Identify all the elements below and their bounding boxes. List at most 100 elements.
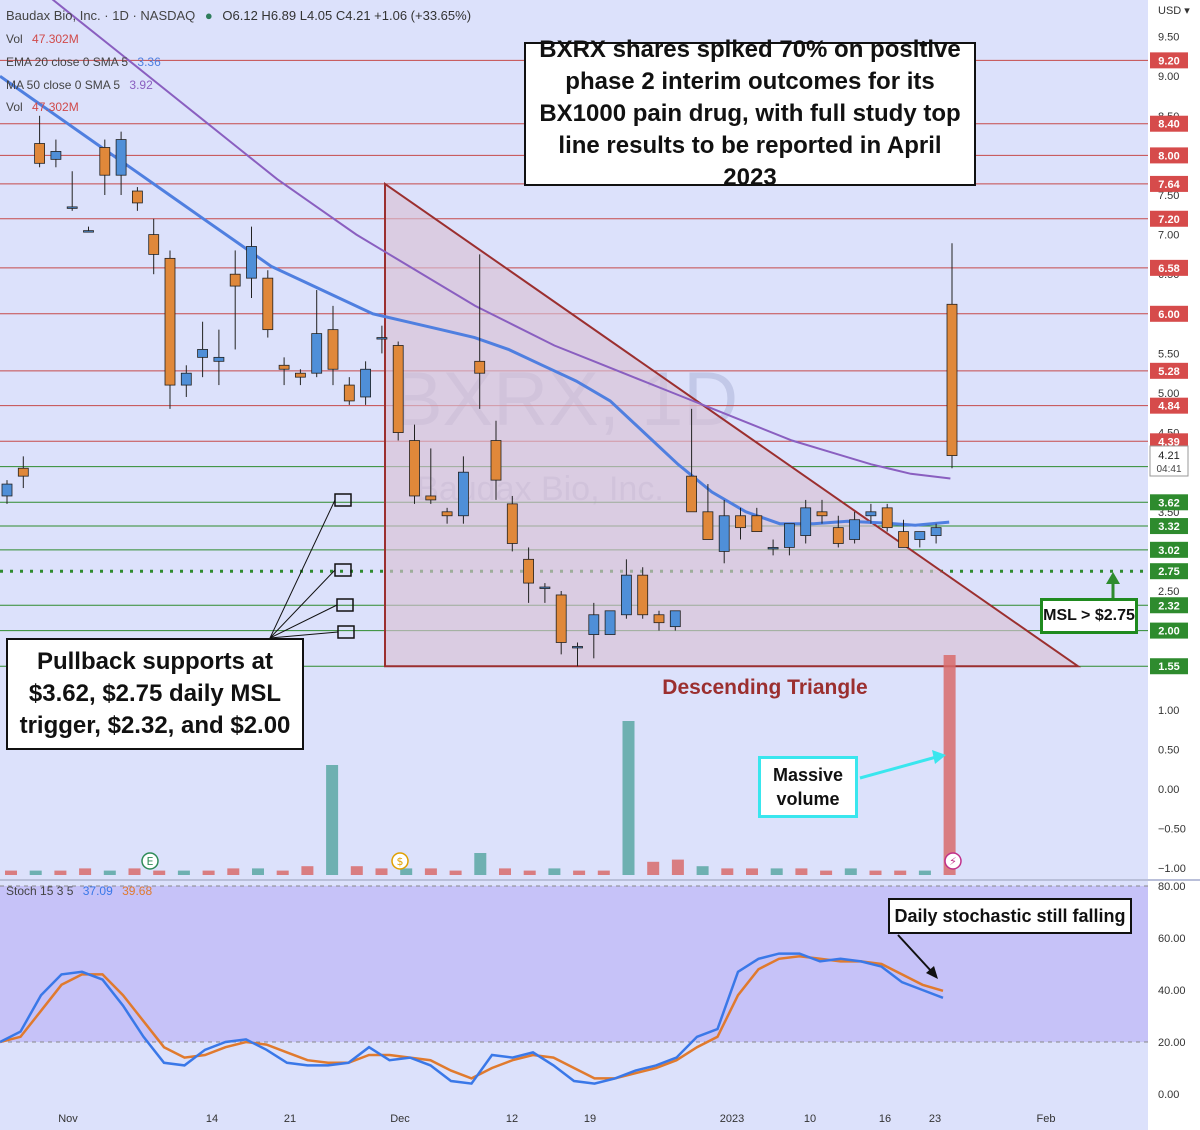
- price-tick-label: 5.00: [1158, 388, 1179, 400]
- volume-bar: [869, 870, 882, 875]
- candle-body: [849, 519, 860, 540]
- support-price-tag-bg: [1150, 658, 1188, 675]
- stoch-tick-label: 40.00: [1158, 985, 1186, 997]
- resistance-price-tag-bg: [1150, 210, 1188, 227]
- candle-body: [555, 594, 567, 643]
- price-tick-label: 1.00: [1158, 705, 1179, 717]
- resistance-price-tag: 7.64: [1158, 179, 1180, 191]
- resistance-price-tag-bg: [1150, 397, 1188, 414]
- stoch-d-line: [0, 954, 944, 1080]
- volume-bar: [375, 868, 388, 875]
- resistance-price-tag: 6.00: [1158, 309, 1179, 321]
- resistance-price-tag: 5.28: [1158, 366, 1179, 378]
- candle-body: [278, 364, 290, 370]
- triangle-label: Descending Triangle: [662, 676, 867, 699]
- candle-body: [343, 384, 355, 402]
- candle-body: [816, 511, 828, 517]
- volume-bar: [523, 870, 536, 875]
- volume-bar: [696, 866, 709, 875]
- legend-vol-label: Vol: [6, 32, 23, 46]
- candle-body: [800, 507, 812, 536]
- last-price-tag: 4.21: [1158, 450, 1179, 462]
- support-price-tag: 3.62: [1158, 497, 1179, 509]
- legend-vol2-label: Vol: [6, 100, 23, 114]
- x-axis-label: 10: [804, 1113, 816, 1125]
- volume-bar: [844, 868, 857, 875]
- resistance-price-tag: 9.20: [1158, 55, 1179, 67]
- candle-body: [669, 610, 681, 628]
- msl-callout: MSL > $2.75: [1040, 598, 1138, 634]
- market-status-dot: ●: [204, 8, 213, 23]
- candle-body: [360, 368, 372, 398]
- candle-body: [767, 547, 779, 550]
- candle-body: [213, 356, 225, 362]
- volume-bar: [820, 870, 833, 875]
- candle-body: [946, 303, 958, 456]
- price-tick-label: 9.50: [1158, 32, 1179, 44]
- support-connector: [269, 499, 336, 639]
- legend-ma: MA 50 close 0 SMA 5 3.92: [6, 78, 153, 92]
- legend-vol-value: 47.302M: [32, 32, 79, 46]
- price-tick-label: 5.50: [1158, 348, 1179, 360]
- price-tick-label: 2.50: [1158, 586, 1179, 598]
- volume-bar: [770, 868, 783, 875]
- supports-callout: Pullback supports at $3.62, $2.75 daily …: [6, 638, 304, 750]
- volume-bar: [622, 721, 635, 875]
- volume-bar: [795, 868, 808, 875]
- resistance-price-tag: 6.58: [1158, 263, 1179, 275]
- candle-body: [898, 531, 909, 548]
- stoch-arrowhead: [926, 966, 938, 979]
- volume-bar: [54, 870, 67, 875]
- x-axis-label: Dec: [390, 1113, 410, 1125]
- candle-body: [197, 349, 209, 358]
- volume-bar: [301, 866, 314, 875]
- volume-arrow: [859, 754, 941, 780]
- candle-body: [506, 503, 518, 544]
- candle-body: [572, 646, 583, 649]
- x-axis-label: 12: [506, 1113, 518, 1125]
- candle-body: [392, 345, 404, 434]
- candle-body: [115, 139, 127, 176]
- candle-body: [34, 143, 45, 164]
- candle-body: [66, 206, 78, 209]
- support-connector: [269, 604, 338, 639]
- resistance-price-tag: 4.84: [1158, 401, 1180, 413]
- legend-stoch-d: 39.68: [122, 884, 153, 898]
- msl-arrowhead: [1106, 572, 1120, 584]
- candle-body: [376, 337, 388, 340]
- price-tick-label: 0.50: [1158, 744, 1179, 756]
- x-axis-label: 21: [284, 1113, 296, 1125]
- news-callout: BXRX shares spiked 70% on positive phase…: [524, 36, 976, 191]
- candle-body: [83, 230, 94, 233]
- candle-body: [523, 558, 534, 584]
- price-tick-label: 7.50: [1158, 190, 1179, 202]
- price-tick-label: 9.00: [1158, 71, 1179, 83]
- stoch-tick-label: 60.00: [1158, 933, 1186, 945]
- candle-body: [164, 257, 176, 386]
- candle-body: [588, 614, 600, 635]
- resistance-price-tag: 8.40: [1158, 119, 1179, 131]
- candle-body: [327, 329, 339, 370]
- support-price-tag: 3.02: [1158, 545, 1179, 557]
- candle-body: [17, 467, 29, 477]
- volume-bar: [647, 861, 660, 875]
- candle-body: [311, 333, 323, 374]
- resistance-price-tag-bg: [1150, 305, 1188, 322]
- volume-bar: [177, 870, 190, 875]
- volume-bar: [103, 870, 116, 875]
- candle-body: [474, 360, 486, 374]
- volume-bar: [474, 853, 487, 875]
- stoch-tick-label: 0.00: [1158, 1089, 1179, 1101]
- candle-body: [246, 246, 257, 279]
- candle-body: [425, 495, 437, 501]
- volume-bar: [597, 870, 610, 875]
- legend-vol2: Vol 47.302M: [6, 100, 79, 114]
- resistance-price-tag-bg: [1150, 259, 1188, 276]
- volume-bar: [499, 868, 511, 875]
- volume-bar: [548, 868, 561, 875]
- event-icon-glyph: ⚡: [949, 855, 957, 868]
- resistance-price-tag-bg: [1150, 115, 1188, 132]
- support-price-tag-bg: [1150, 541, 1188, 558]
- x-axis-label: 2023: [720, 1113, 744, 1125]
